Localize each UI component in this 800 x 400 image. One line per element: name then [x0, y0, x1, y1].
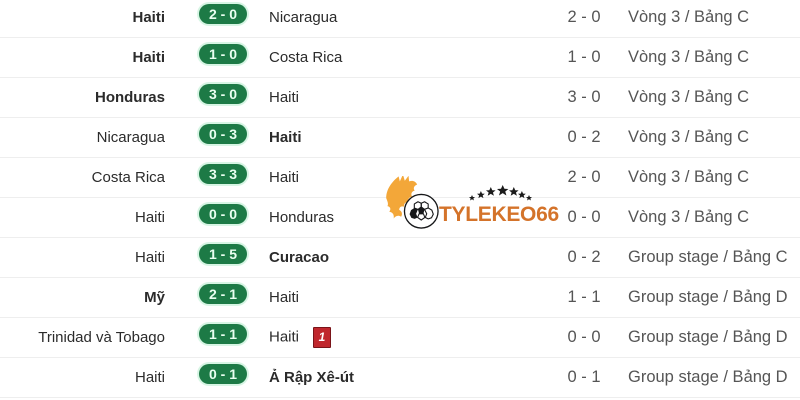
- svg-text:TYLEKEO66: TYLEKEO66: [439, 203, 559, 226]
